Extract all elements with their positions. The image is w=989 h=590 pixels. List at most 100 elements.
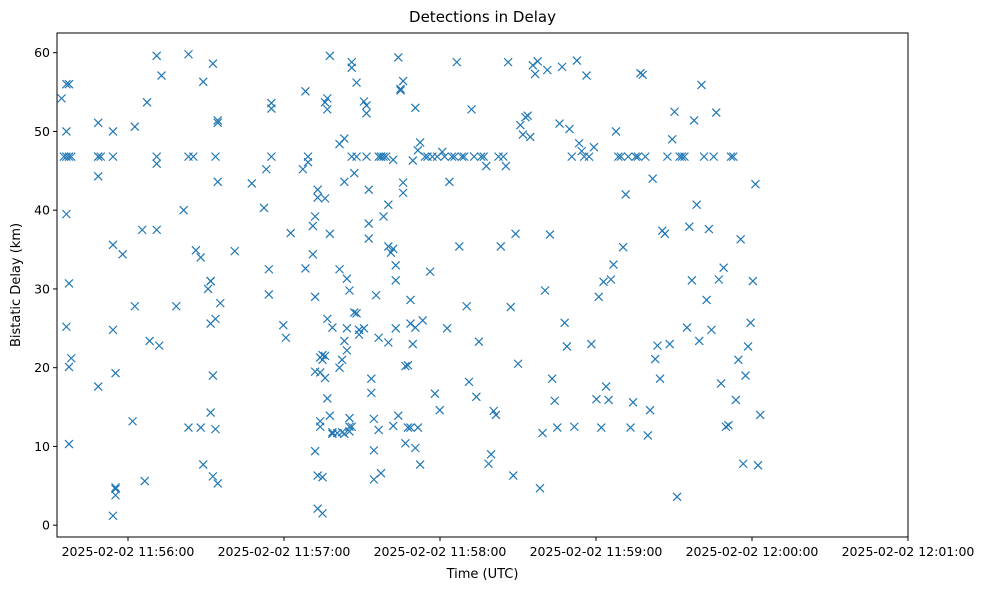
y-tick-label: 0 [42,518,50,533]
data-point [391,275,401,285]
data-point [111,482,120,492]
data-point [755,410,765,420]
data-point [498,152,508,162]
data-point [93,382,103,392]
y-tick-label: 20 [34,360,50,375]
data-point [476,152,486,162]
data-point [518,130,528,140]
data-point [383,200,393,210]
data-point [64,439,74,449]
data-point [137,225,147,235]
data-point [345,286,354,295]
data-point [339,177,349,187]
data-point [594,292,604,302]
data-point [435,405,445,415]
data-point [61,79,71,89]
data-point [196,253,206,262]
x-tick-label: 2025-02-02 11:57:00 [218,544,351,559]
data-point [704,224,714,234]
data-point [513,359,523,369]
data-point [313,193,323,203]
data-point [413,145,423,155]
data-point [692,200,702,210]
data-point [400,438,410,448]
data-point [403,360,413,370]
data-point [721,422,731,432]
data-point [278,320,288,330]
data-point [118,249,128,259]
data-point [682,323,692,332]
data-point [325,411,335,421]
data-point [731,395,741,405]
data-point [592,394,601,404]
data-point [211,424,220,434]
data-point [93,118,103,128]
data-point [364,219,374,228]
data-point [501,161,511,171]
data-point [403,423,413,432]
data-point [538,428,547,438]
data-point [709,152,719,162]
data-point [325,51,335,61]
data-point [57,93,67,103]
data-point [191,245,201,255]
data-point [206,408,216,417]
data-point [552,423,562,432]
data-point [230,246,240,256]
data-point [665,339,675,349]
data-point [457,152,467,162]
data-point [560,318,570,328]
data-point [383,338,393,347]
y-tick-label: 30 [34,281,50,296]
data-point [339,134,349,143]
x-tick-label: 2025-02-02 11:56:00 [62,544,195,559]
data-point [547,374,557,384]
data-point [108,511,118,521]
data-point [653,341,662,351]
data-point [322,104,332,114]
data-point [743,342,753,351]
data-point [474,337,484,347]
data-point [481,161,491,171]
data-point [362,152,371,162]
data-point [342,274,352,284]
data-point [486,449,496,459]
data-point [753,460,763,470]
data-point [611,127,621,136]
data-point [601,382,611,392]
data-point [655,374,665,384]
data-point [406,423,415,432]
data-point [684,222,694,232]
data-point [479,152,489,162]
data-point [362,101,371,110]
x-axis-ticks: 2025-02-02 11:56:00 2025-02-02 11:57:00 20… [62,537,974,559]
data-point [264,290,274,299]
data-point [670,107,679,117]
data-point [645,405,655,415]
data-point [379,212,388,221]
data-point [569,422,579,432]
data-point [261,164,271,174]
y-tick-label: 50 [34,124,50,139]
data-point [525,132,535,142]
data-point [530,69,540,79]
data-point [369,445,379,455]
data-point [198,460,208,469]
data-point [484,459,493,469]
data-point [667,134,677,144]
data-point [724,420,733,430]
data-point [349,168,359,178]
data-point [613,152,623,162]
data-point [398,76,408,86]
data-point [157,71,166,80]
data-point [452,57,462,67]
data-point [111,368,120,378]
data-point [320,97,330,107]
data-point [111,490,120,500]
data-point [352,152,361,162]
data-point [489,406,499,416]
data-point [550,396,560,406]
data-point [511,229,520,239]
data-point [714,275,724,284]
